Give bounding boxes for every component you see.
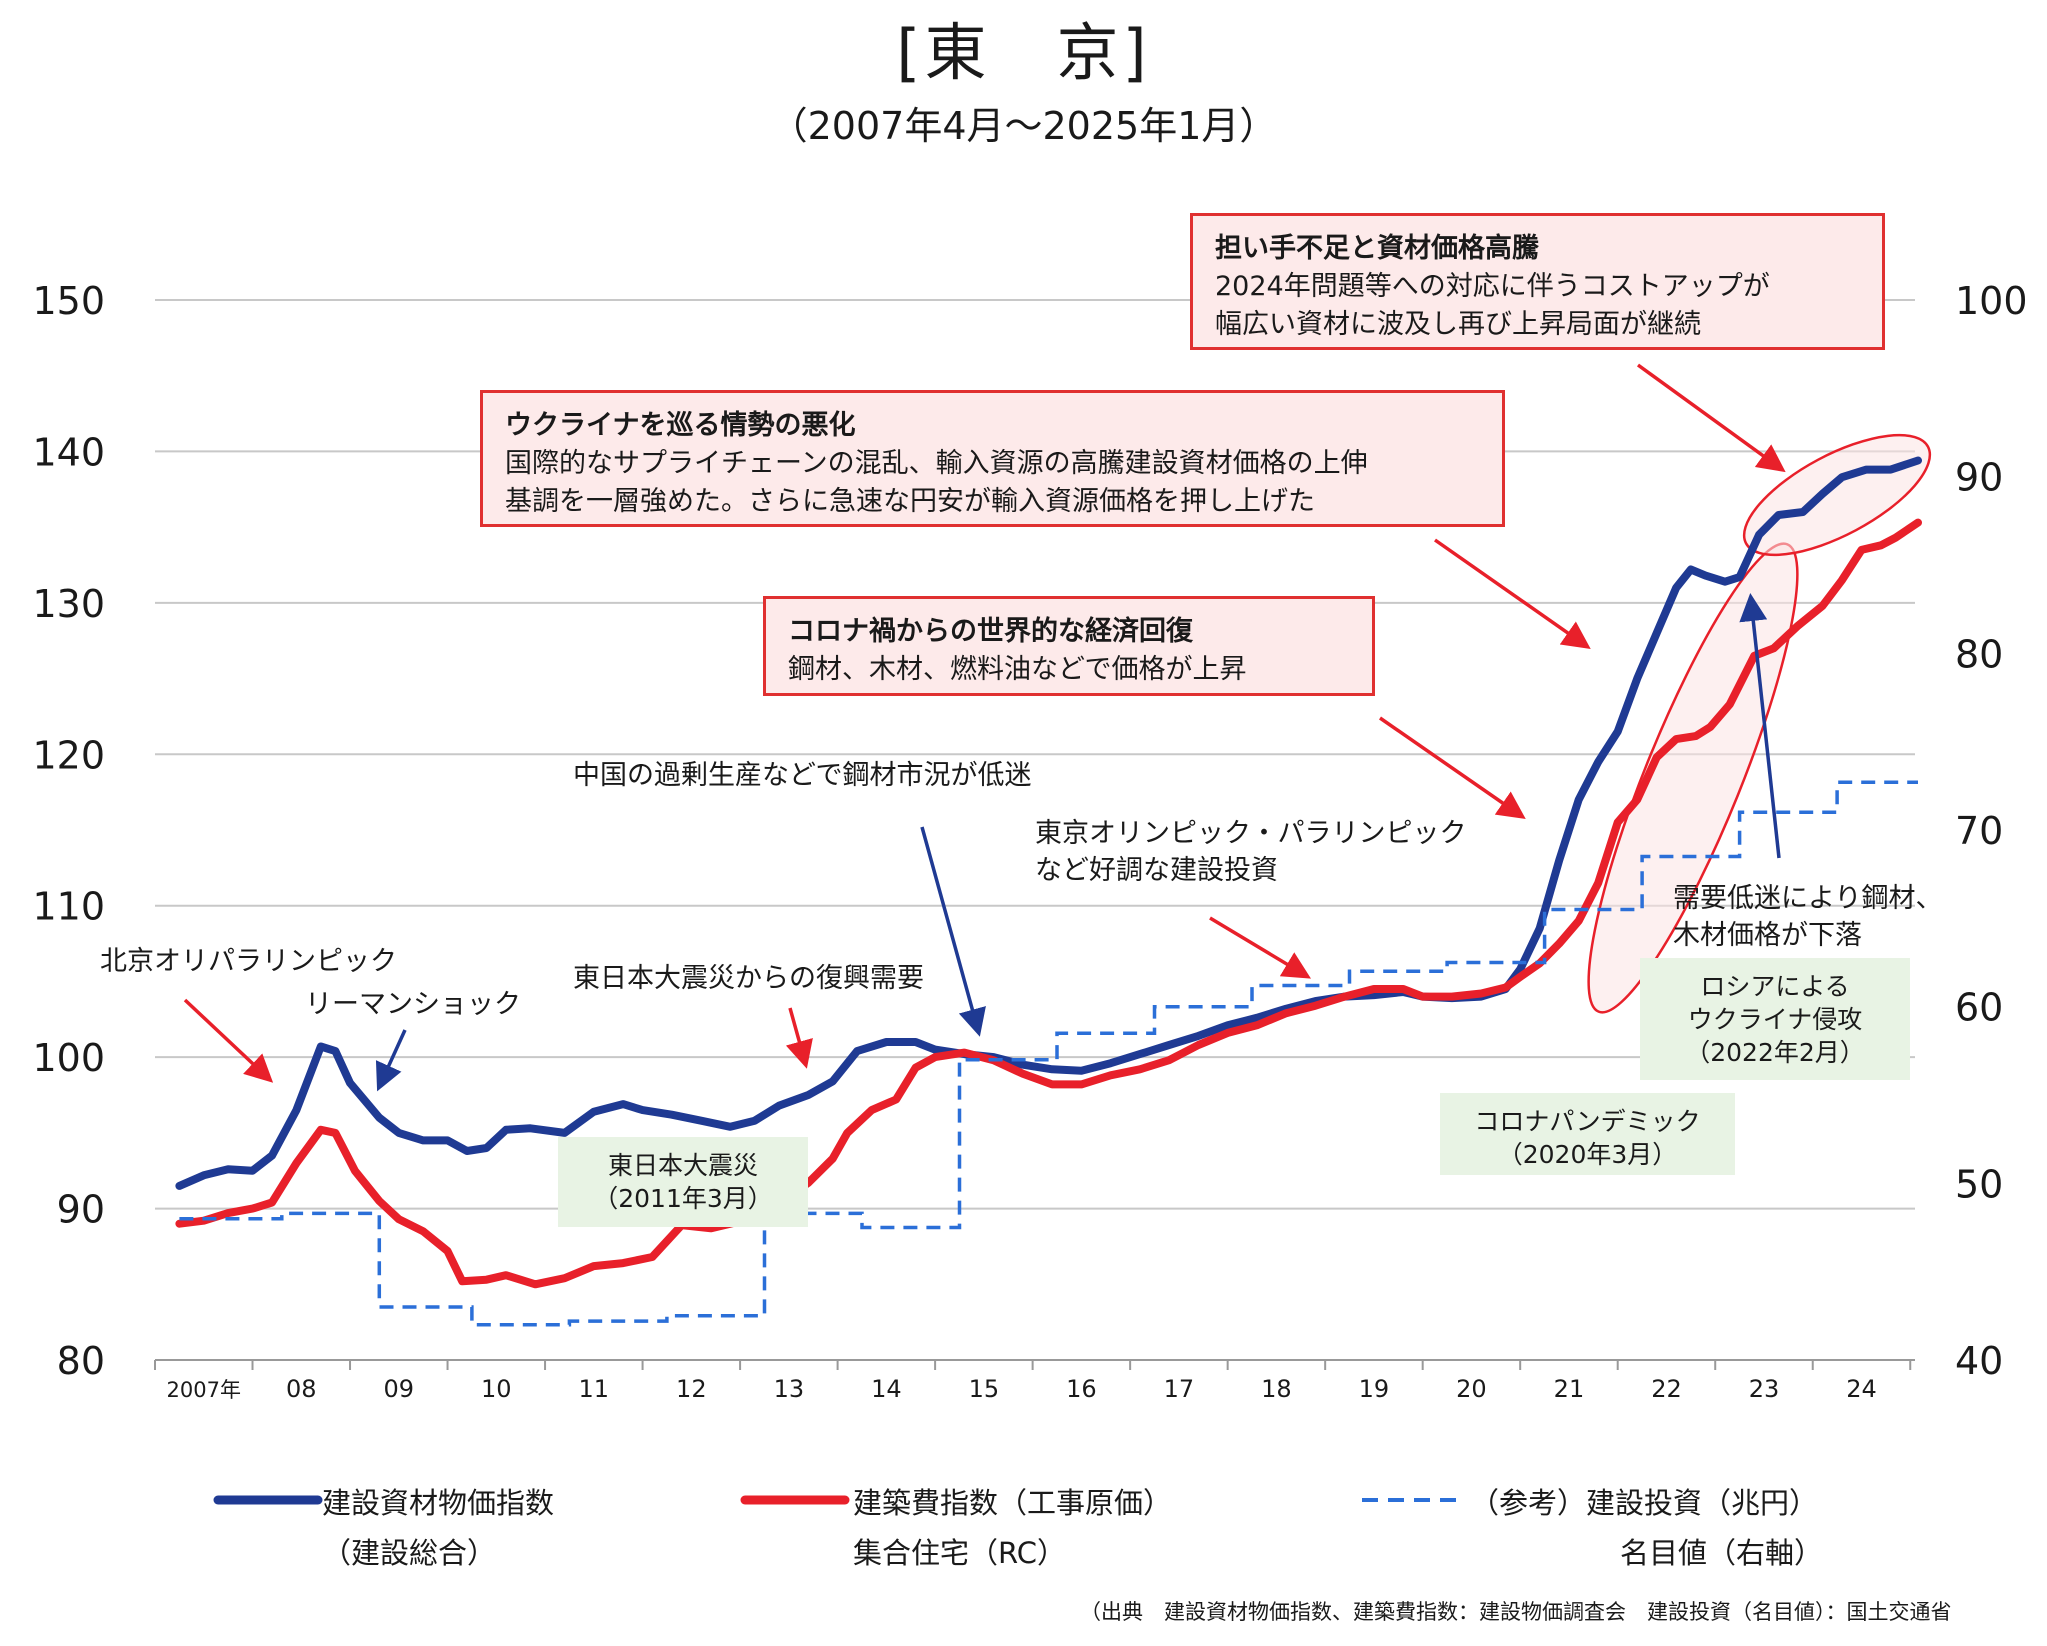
annotation-box-ukraine-line1: 国際的なサプライチェーンの混乱、輸入資源の高騰建設資材価格の上伸 (505, 448, 1368, 479)
y-left-tick-label: 100 (32, 1036, 105, 1080)
x-tick-label: 19 (1359, 1375, 1390, 1403)
source-note: （出典 建設資材物価指数、建築費指数：建設物価調査会 建設投資（名目値）：国土交… (1080, 1600, 1952, 1624)
x-tick-label: 17 (1164, 1375, 1195, 1403)
x-tick-label: 12 (676, 1375, 707, 1403)
annotation-steel-drop-line1: 需要低迷により鋼材、 (1673, 883, 1943, 914)
legend-label-red-1: 建築費指数（工事原価） (853, 1486, 1173, 1520)
annotation-tokyo-olympic: 東京オリンピック・パラリンピック など好調な建設投資 (1035, 815, 1466, 889)
axes: 8090100110120130140150405060708090100200… (32, 279, 2027, 1403)
event-label-quake: 東日本大震災 （2011年3月） (558, 1137, 808, 1227)
x-tick-label: 14 (871, 1375, 902, 1403)
x-tick-label: 10 (481, 1375, 512, 1403)
annotation-beijing: 北京オリパラリンピック (100, 946, 397, 977)
y-left-tick-label: 130 (32, 582, 105, 626)
x-tick-label: 22 (1651, 1375, 1682, 1403)
y-right-tick-label: 100 (1955, 279, 2028, 323)
annotation-box-corona-head: コロナ禍からの世界的な経済回復 (788, 616, 1193, 647)
x-tick-label: 18 (1261, 1375, 1292, 1403)
y-left-tick-label: 120 (32, 733, 105, 777)
annotation-steel-drop-line2: 木材価格が下落 (1673, 920, 1862, 951)
legend-label-red-2: 集合住宅（RC） (853, 1536, 1066, 1570)
arrow-ukraine (1433, 538, 1591, 650)
y-right-tick-label: 50 (1955, 1162, 2003, 1206)
chart-subtitle: （2007年4月～2025年1月） (769, 104, 1278, 148)
x-tick-label: 13 (774, 1375, 805, 1403)
y-left-tick-label: 90 (57, 1188, 105, 1232)
event-label-pandemic-line1: コロナパンデミック (1474, 1107, 1701, 1136)
x-tick-label: 15 (969, 1375, 1000, 1403)
arrow-tokyo-olympic (1209, 916, 1312, 979)
annotation-box-labor: 担い手不足と資材価格高騰 2024年問題等への対応に伴うコストアップが 幅広い資… (1190, 213, 1885, 350)
series-line-construction-cost-index (175, 518, 1922, 1289)
annotation-box-corona-line1: 鋼材、木材、燃料油などで価格が上昇 (788, 654, 1247, 685)
x-tick-label: 2007年 (167, 1378, 241, 1402)
arrow-china (920, 826, 986, 1037)
arrow-lehman (375, 1029, 407, 1092)
arrow-corona (1379, 716, 1526, 819)
x-tick-label: 11 (579, 1375, 610, 1403)
arrow-steel-drop (1739, 593, 1781, 859)
event-label-invasion: ロシアによる ウクライナ侵攻 （2022年2月） (1640, 958, 1910, 1080)
annotation-recovery: 東日本大震災からの復興需要 (573, 963, 924, 994)
legend-label-dashed-2: 名目値（右軸） (1620, 1536, 1824, 1570)
annotation-box-ukraine-head: ウクライナを巡る情勢の悪化 (505, 410, 856, 441)
annotation-box-labor-head: 担い手不足と資材価格高騰 (1215, 233, 1539, 264)
y-left-tick-label: 80 (57, 1339, 105, 1383)
y-left-tick-label: 150 (32, 279, 105, 323)
event-label-invasion-line1: ロシアによる (1700, 972, 1850, 1001)
legend-label-dashed-1: （参考）建設投資（兆円） (1470, 1486, 1819, 1520)
x-tick-label: 21 (1554, 1375, 1585, 1403)
annotation-tokyo-olympic-line2: など好調な建設投資 (1035, 855, 1278, 886)
series-line-material-price-index (175, 456, 1922, 1190)
y-left-tick-label: 110 (32, 885, 105, 929)
series-lines (175, 456, 1922, 1327)
chart-title: [東 京] (896, 16, 1151, 89)
event-label-quake-line1: 東日本大震災 (607, 1151, 758, 1180)
series-line-construction-investment (179, 780, 1918, 1327)
x-tick-label: 24 (1846, 1375, 1877, 1403)
x-tick-label: 20 (1456, 1375, 1487, 1403)
arrow-labor (1636, 363, 1786, 473)
annotation-lehman: リーマンショック (305, 989, 521, 1020)
legend-label-blue-1: 建設資材物価指数 (322, 1486, 555, 1520)
annotation-box-labor-line1: 2024年問題等への対応に伴うコストアップが (1215, 271, 1770, 302)
event-label-invasion-line3: （2022年2月） (1685, 1038, 1865, 1067)
y-right-tick-label: 70 (1955, 809, 2003, 853)
event-label-pandemic: コロナパンデミック （2020年3月） (1440, 1093, 1735, 1175)
annotation-box-ukraine: ウクライナを巡る情勢の悪化 国際的なサプライチェーンの混乱、輸入資源の高騰建設資… (480, 390, 1505, 527)
annotation-tokyo-olympic-line1: 東京オリンピック・パラリンピック (1035, 818, 1467, 849)
y-right-tick-label: 90 (1955, 456, 2003, 500)
x-tick-label: 16 (1066, 1375, 1097, 1403)
annotation-box-labor-line2: 幅広い資材に波及し再び上昇局面が継続 (1215, 309, 1701, 340)
event-label-quake-line2: （2011年3月） (593, 1184, 773, 1213)
event-label-pandemic-line2: （2020年3月） (1497, 1140, 1678, 1169)
y-left-tick-label: 140 (32, 430, 105, 474)
annotation-arrows (183, 363, 1786, 1092)
legend-label-blue-2: （建設総合） (322, 1536, 497, 1570)
annotation-box-corona: コロナ禍からの世界的な経済回復 鋼材、木材、燃料油などで価格が上昇 (763, 596, 1375, 696)
y-right-tick-label: 40 (1955, 1339, 2003, 1383)
arrow-beijing (183, 998, 274, 1083)
arrow-recovery (785, 1007, 813, 1069)
x-tick-label: 09 (384, 1375, 415, 1403)
highlight-ellipse-labor (1742, 433, 1932, 557)
annotation-steel-drop: 需要低迷により鋼材、 木材価格が下落 (1673, 880, 1942, 954)
x-tick-label: 23 (1749, 1375, 1780, 1403)
x-tick-label: 08 (286, 1375, 317, 1403)
annotation-box-ukraine-line2: 基調を一層強めた。さらに急速な円安が輸入資源価格を押し上げた (505, 486, 1315, 517)
y-right-tick-label: 80 (1955, 632, 2003, 676)
annotation-china: 中国の過剰生産などで鋼材市況が低迷 (573, 760, 1032, 791)
y-right-tick-label: 60 (1955, 986, 2003, 1030)
event-label-invasion-line2: ウクライナ侵攻 (1687, 1005, 1863, 1034)
